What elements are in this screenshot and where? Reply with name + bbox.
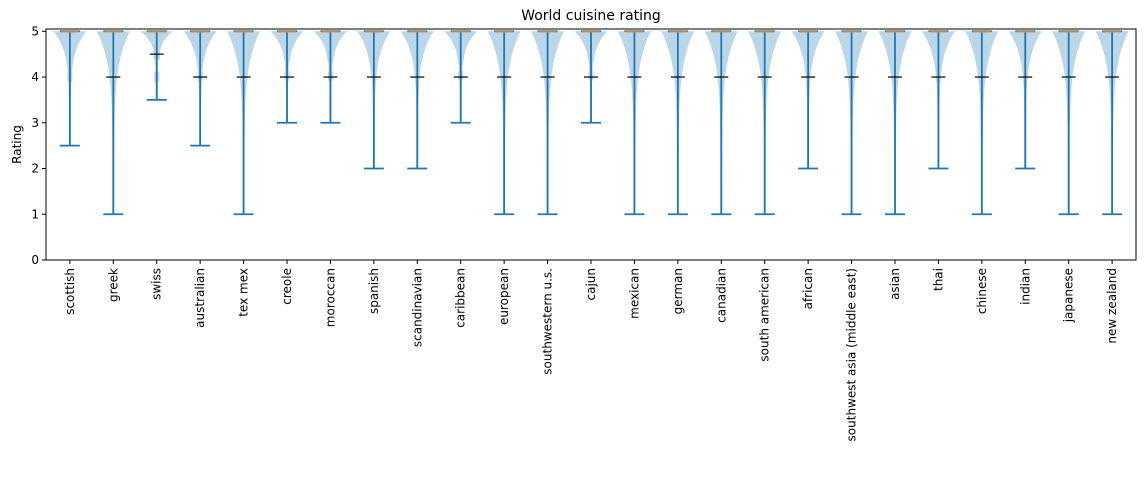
y-tick-label: 4 bbox=[31, 70, 39, 84]
violins-layer bbox=[53, 30, 1129, 216]
violin-swiss bbox=[140, 30, 174, 101]
x-tick-label: german bbox=[671, 268, 685, 314]
x-tick-label: tex mex bbox=[237, 268, 251, 317]
violin-canadian bbox=[704, 30, 738, 216]
violin-caribbean bbox=[444, 30, 478, 124]
x-tick-label: canadian bbox=[714, 268, 728, 323]
x-tick-label: thai bbox=[931, 268, 945, 291]
x-tick-label: scottish bbox=[63, 268, 77, 315]
x-tick-label: greek bbox=[106, 268, 120, 302]
violin-greek bbox=[96, 30, 130, 216]
x-tick-label: japanese bbox=[1062, 268, 1076, 323]
chart-title: World cuisine rating bbox=[521, 8, 661, 24]
violin-scandinavian bbox=[400, 30, 434, 170]
violin-moroccan bbox=[313, 30, 347, 124]
violin-southwestern-u-s- bbox=[531, 30, 565, 216]
y-tick-label: 2 bbox=[31, 162, 39, 176]
violin-southwest-asia-middle-east- bbox=[835, 30, 869, 216]
x-axis: scottish greek swiss australian tex mex creol… bbox=[63, 260, 1119, 441]
violin-tex-mex bbox=[227, 30, 261, 216]
x-tick-label: southwestern u.s. bbox=[541, 268, 555, 375]
y-tick-label: 0 bbox=[31, 253, 39, 267]
x-tick-label: asian bbox=[888, 268, 902, 300]
violin-creole bbox=[270, 30, 304, 124]
violin-scottish bbox=[53, 30, 87, 147]
violin-european bbox=[487, 30, 521, 216]
x-tick-label: australian bbox=[193, 268, 207, 328]
x-tick-label: scandinavian bbox=[410, 268, 424, 347]
violin-german bbox=[661, 30, 695, 216]
violin-cajun bbox=[574, 30, 608, 124]
y-tick-label: 1 bbox=[31, 207, 39, 221]
violin-thai bbox=[921, 30, 955, 170]
x-tick-label: african bbox=[801, 268, 815, 309]
violin-indian bbox=[1008, 30, 1042, 170]
x-tick-label: swiss bbox=[150, 268, 164, 300]
x-tick-label: caribbean bbox=[454, 268, 468, 328]
violin-chinese bbox=[965, 30, 999, 216]
violin-spanish bbox=[357, 30, 391, 170]
y-tick-label: 5 bbox=[31, 24, 39, 38]
y-tick-label: 3 bbox=[31, 116, 39, 130]
x-tick-label: creole bbox=[280, 268, 294, 305]
y-axis: 0 1 2 3 4 5 bbox=[31, 24, 46, 267]
violin-new-zealand bbox=[1095, 30, 1129, 216]
violin-japanese bbox=[1052, 30, 1086, 216]
violin-mexican bbox=[617, 30, 651, 216]
x-tick-label: south american bbox=[758, 268, 772, 362]
violin-south-american bbox=[748, 30, 782, 216]
x-tick-label: european bbox=[497, 268, 511, 325]
violin-australian bbox=[183, 30, 217, 147]
violin-african bbox=[791, 30, 825, 170]
x-tick-label: cajun bbox=[584, 268, 598, 301]
plot-frame bbox=[45, 28, 1137, 261]
x-tick-label: southwest asia (middle east) bbox=[845, 268, 859, 441]
x-tick-label: mexican bbox=[627, 268, 641, 319]
y-axis-label: Rating bbox=[10, 125, 24, 164]
x-tick-label: moroccan bbox=[323, 268, 337, 327]
x-tick-label: chinese bbox=[975, 268, 989, 314]
violin-asian bbox=[878, 30, 912, 216]
x-tick-label: new zealand bbox=[1105, 268, 1119, 344]
x-tick-label: indian bbox=[1018, 268, 1032, 305]
x-tick-label: spanish bbox=[367, 268, 381, 314]
